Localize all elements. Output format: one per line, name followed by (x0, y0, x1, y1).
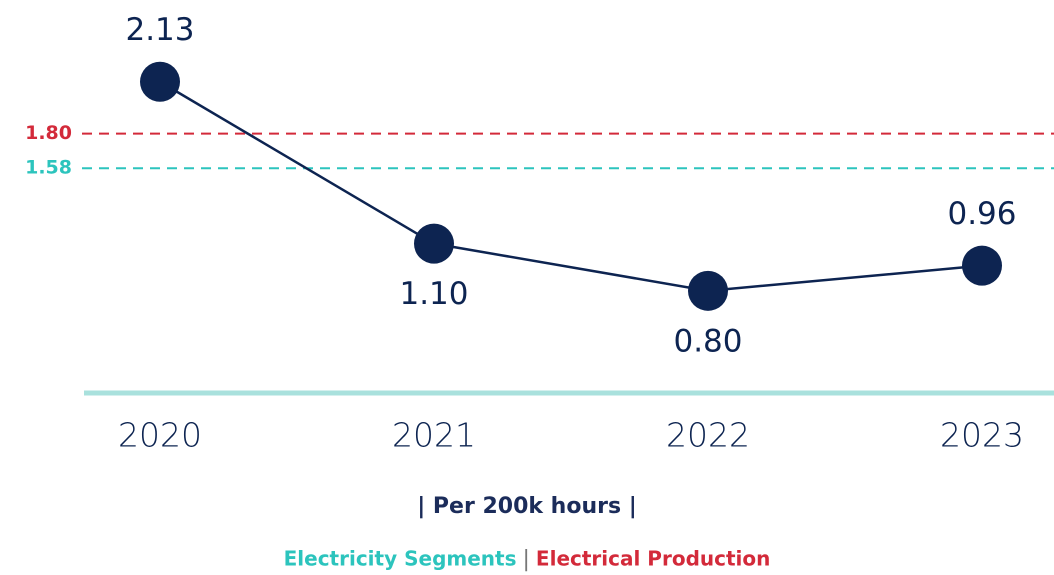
reference-label: 1.58 (25, 157, 72, 179)
data-point (962, 245, 1002, 286)
series-line (159, 80, 983, 293)
data-label: 0.96 (947, 196, 1016, 232)
data-label: 0.80 (673, 323, 742, 359)
legend-entry: Electricity Segments (284, 547, 517, 571)
x-tick-label: 2022 (666, 416, 750, 455)
x-tick-label: 2021 (392, 416, 476, 455)
data-label: 2.13 (125, 12, 194, 48)
data-point (688, 270, 728, 311)
x-axis-label: | Per 200k hours | (417, 494, 637, 519)
data-point (414, 223, 454, 264)
legend-separator: | (523, 547, 530, 572)
data-label: 1.10 (399, 276, 468, 312)
x-tick-label: 2023 (940, 416, 1024, 455)
data-point (140, 61, 180, 102)
x-tick-label: 2020 (118, 416, 202, 455)
legend-entry: Electrical Production (536, 547, 770, 571)
reference-label: 1.80 (25, 122, 72, 144)
